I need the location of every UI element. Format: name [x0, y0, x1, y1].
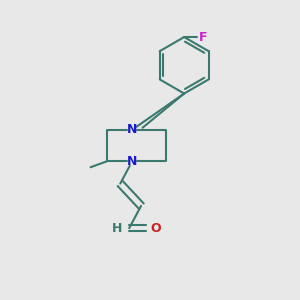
Text: N: N: [127, 155, 137, 168]
Text: O: O: [150, 222, 161, 235]
Text: F: F: [199, 31, 208, 44]
Text: N: N: [127, 123, 137, 136]
Text: H: H: [111, 222, 122, 235]
